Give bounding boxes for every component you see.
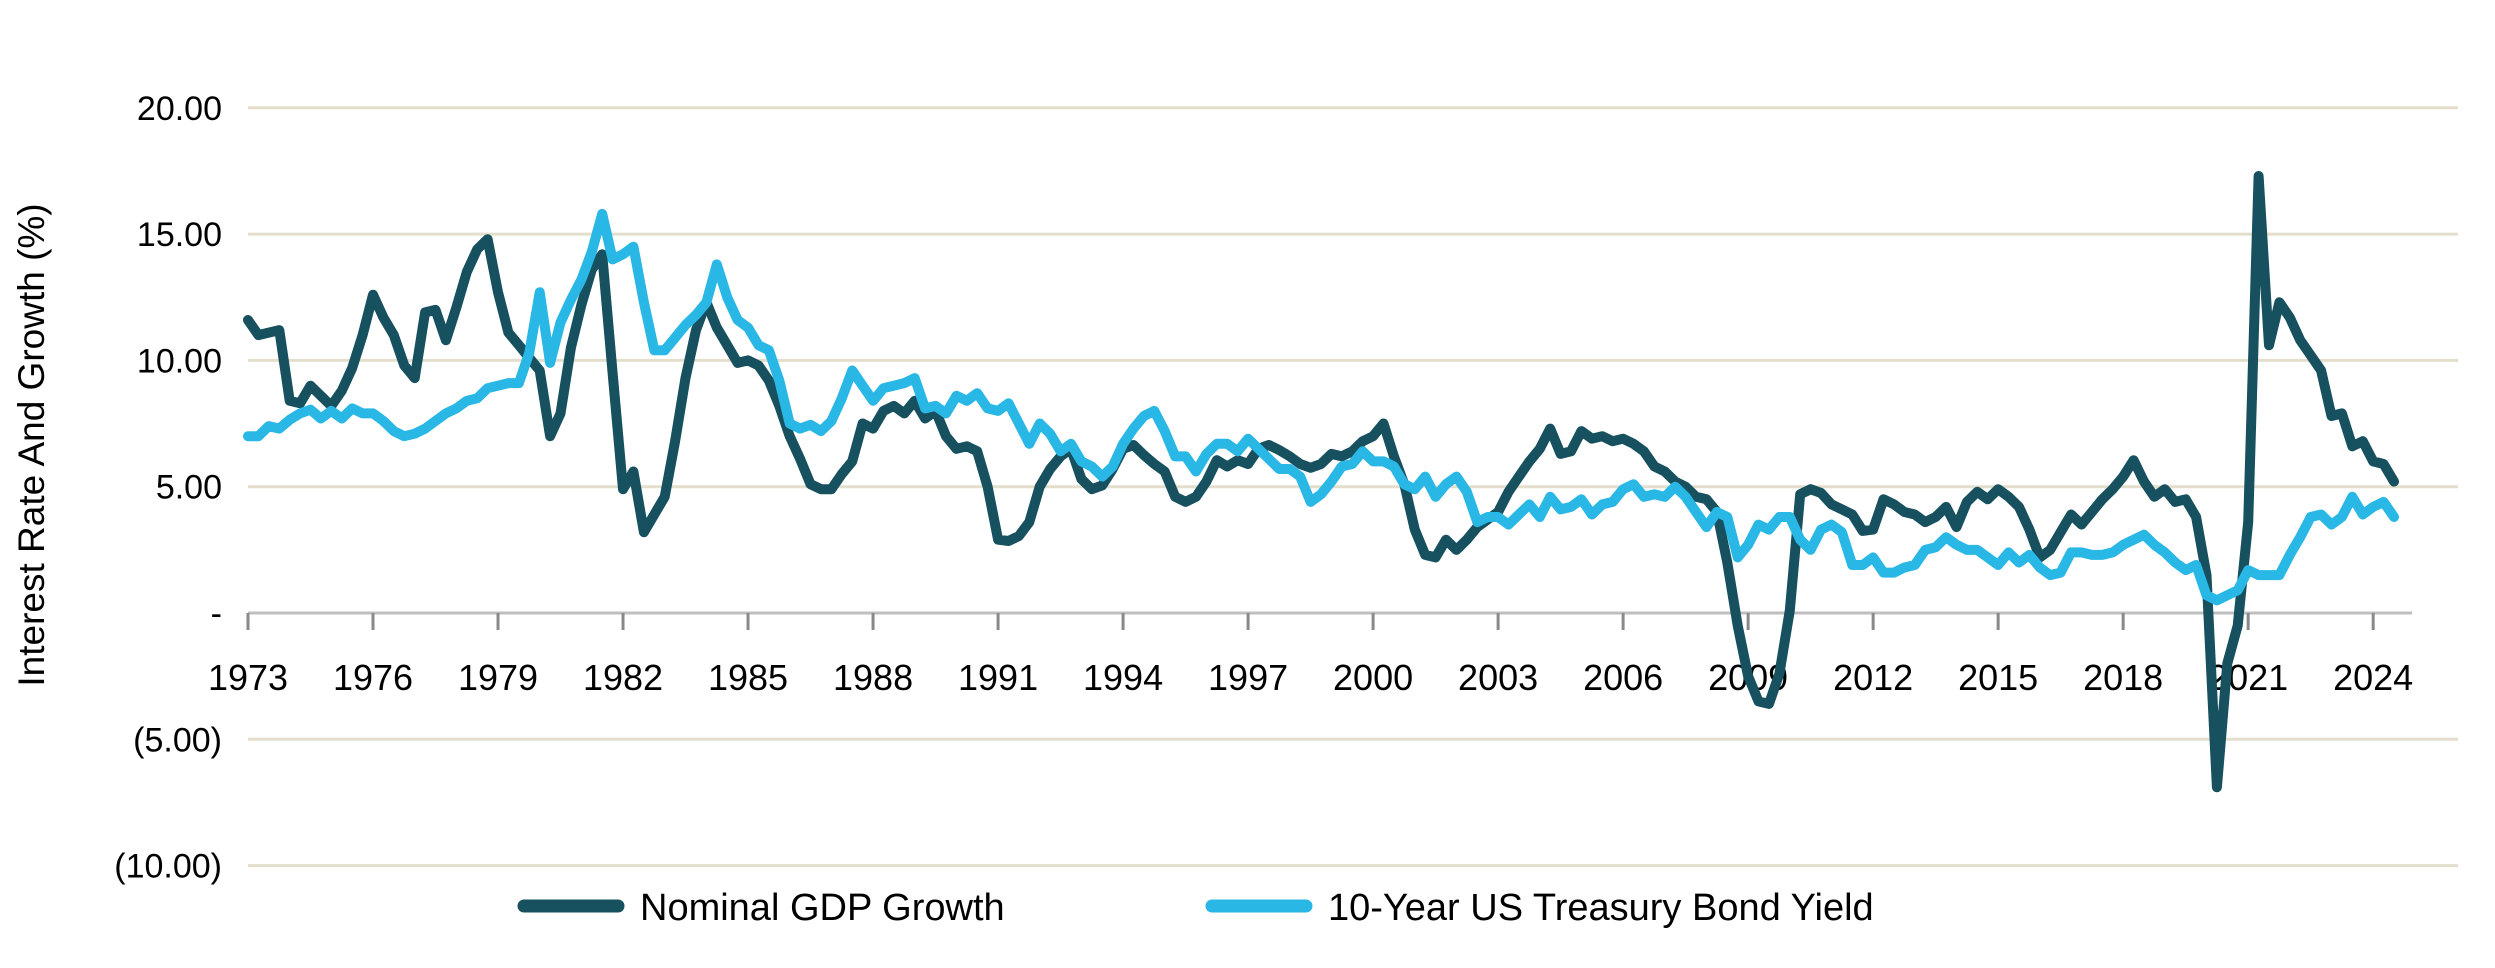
gridlines	[248, 106, 2458, 868]
x-tick-label-1982: 1982	[583, 657, 663, 698]
treasury-legend-label: 10-Year US Treasury Bond Yield	[1328, 887, 1874, 929]
y-tick-label-10.00: 10.00	[137, 342, 222, 380]
x-tick-label-2015: 2015	[1958, 657, 2038, 698]
y-axis-title: Interest Rate And Growth (%)	[11, 203, 52, 686]
x-tick-label-2000: 2000	[1333, 657, 1413, 698]
y-tick-label-(10.00): (10.00)	[114, 848, 222, 886]
gdp-legend-label: Nominal GDP Growth	[640, 887, 1005, 929]
x-tick-label-1991: 1991	[958, 657, 1038, 698]
y-tick-label-(5.00): (5.00)	[133, 721, 222, 759]
x-tick-label-1973: 1973	[208, 657, 288, 698]
nominal-gdp-growth-line	[243, 171, 2399, 793]
legend: Nominal GDP Growth 10-Year US Treasury B…	[517, 887, 1874, 929]
y-tick-label-5.00: 5.00	[156, 469, 222, 507]
x-tick-label-2018: 2018	[2083, 657, 2163, 698]
x-tick-label-1979: 1979	[458, 657, 538, 698]
x-tick-label-2006: 2006	[1583, 657, 1663, 698]
x-tick-label-1976: 1976	[333, 657, 413, 698]
x-tick-label-1994: 1994	[1083, 657, 1163, 698]
y-axis-tick-labels: 20.00 15.00 10.00 5.00 - (5.00) (10.00)	[114, 90, 222, 886]
x-tick-label-1997: 1997	[1208, 657, 1288, 698]
x-tick-label-1985: 1985	[708, 657, 788, 698]
data-series	[243, 171, 2399, 793]
y-tick-label-15.00: 15.00	[137, 216, 222, 254]
x-tick-label-2024: 2024	[2333, 657, 2413, 698]
y-tick-label--: -	[211, 595, 222, 633]
x-tick-label-1988: 1988	[833, 657, 913, 698]
x-tick-label-2003: 2003	[1458, 657, 1538, 698]
x-axis: 1973 1976 1979 1982 1985 1988 1991 1994 1997 2000…	[208, 611, 2413, 698]
x-tick-label-2012: 2012	[1833, 657, 1913, 698]
y-tick-label-20.00: 20.00	[137, 90, 222, 128]
treasury-yield-line	[243, 208, 2399, 606]
